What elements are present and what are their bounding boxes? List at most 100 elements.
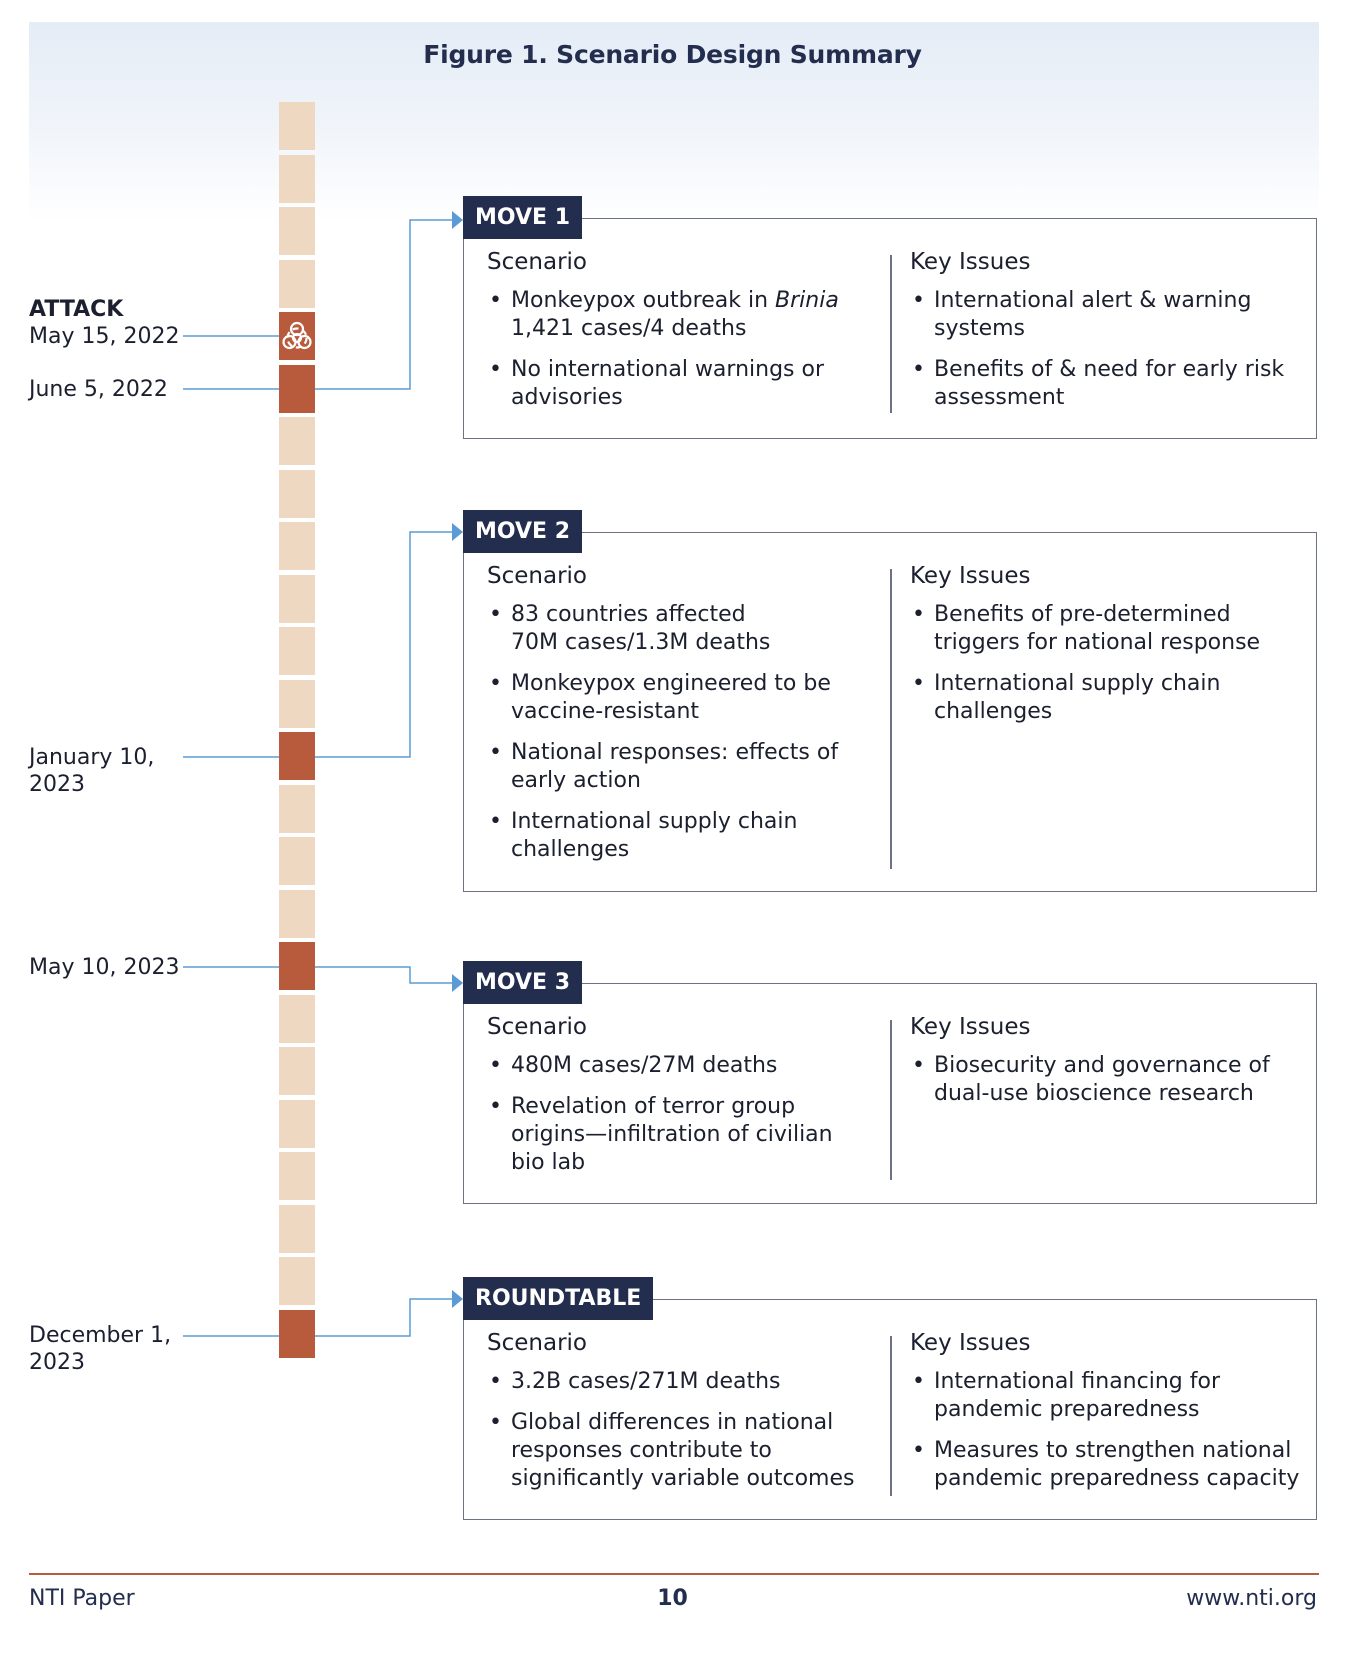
- figure-title: Figure 1. Scenario Design Summary: [423, 40, 922, 69]
- move2-arrowhead: [452, 523, 463, 541]
- scenario-item-text: 3.2B cases/271M deaths: [511, 1369, 781, 1394]
- column-divider: [890, 255, 892, 413]
- move3-connector: [183, 966, 452, 984]
- key-issue-item: Benefits of pre-determined triggers for n…: [910, 601, 1305, 657]
- key-issues-heading: Key Issues: [910, 1014, 1031, 1040]
- move-card: Scenario Monkeypox outbreak in Brinia 1,42…: [463, 218, 1317, 439]
- roundtable-connector: [183, 1298, 452, 1337]
- key-issues-heading: Key Issues: [910, 1330, 1031, 1356]
- timeline-segment: [279, 994, 315, 1043]
- key-issue-text: assessment: [934, 385, 1065, 410]
- scenario-heading: Scenario: [487, 249, 587, 275]
- key-issues-heading: Key Issues: [910, 249, 1031, 275]
- key-issues-column: Key Issues Biosecurity and governance of d…: [910, 1014, 1305, 1121]
- scenario-item-emphasis: Brinia: [775, 288, 839, 313]
- scenario-item: No international warnings or advisories: [487, 356, 872, 412]
- key-issues-column: Key Issues International alert & warning s…: [910, 249, 1305, 425]
- timeline-segment: [279, 784, 315, 833]
- scenario-list: 83 countries affected 70M cases/1.3M deat…: [487, 601, 872, 864]
- scenario-heading: Scenario: [487, 563, 587, 589]
- scenario-column: Scenario 480M cases/27M deaths Revelation …: [487, 1014, 872, 1190]
- scenario-item-text: bio lab: [511, 1150, 586, 1175]
- move-card: Scenario 3.2B cases/271M deaths Global dif…: [463, 1299, 1317, 1520]
- scenario-item-text: challenges: [511, 837, 630, 862]
- key-issues-list: Biosecurity and governance of dual-use bi…: [910, 1052, 1305, 1108]
- timeline-segment: [279, 1309, 315, 1358]
- january-date-line1: January 10,: [29, 745, 155, 770]
- timeline-segment: [279, 837, 315, 885]
- key-issue-text: triggers for national response: [934, 630, 1261, 655]
- scenario-item-text: International supply chain: [511, 809, 798, 834]
- move-tag: MOVE 2: [463, 510, 583, 553]
- column-divider: [890, 569, 892, 869]
- key-issues-column: Key Issues International financing for pan…: [910, 1330, 1305, 1506]
- scenario-item-text: 1,421 cases/4 deaths: [511, 316, 747, 341]
- scenario-column: Scenario 83 countries affected 70M cases/1…: [487, 563, 872, 877]
- timeline-segment: [279, 102, 315, 150]
- scenario-item-text: 70M cases/1.3M deaths: [511, 630, 771, 655]
- timeline-segment: [279, 522, 315, 570]
- key-issues-column: Key Issues Benefits of pre-determined trig…: [910, 563, 1305, 739]
- scenario-item-text: 480M cases/27M deaths: [511, 1053, 778, 1078]
- scenario-item-text: Global differences in national: [511, 1410, 834, 1435]
- key-issue-text: pandemic preparedness: [934, 1397, 1200, 1422]
- december-date-line1: December 1,: [29, 1323, 172, 1348]
- scenario-item-text: National responses: effects of: [511, 740, 839, 765]
- key-issue-text: systems: [934, 316, 1025, 341]
- december-date-line2: 2023: [29, 1350, 85, 1375]
- column-divider: [890, 1020, 892, 1180]
- scenario-item-text: significantly variable outcomes: [511, 1466, 855, 1491]
- move-tag: ROUNDTABLE: [463, 1277, 654, 1320]
- timeline-segment: [279, 1257, 315, 1305]
- scenario-item-text: origins—infiltration of civilian: [511, 1122, 833, 1147]
- timeline-segment: [279, 417, 315, 465]
- timeline-segment: [279, 312, 315, 360]
- move1-connector: [183, 219, 452, 390]
- june-date-label: June 5, 2022: [29, 377, 168, 402]
- move-card: Scenario 83 countries affected 70M cases/1…: [463, 532, 1317, 892]
- scenario-item-text: Revelation of terror group: [511, 1094, 796, 1119]
- key-issue-text: dual-use bioscience research: [934, 1081, 1254, 1106]
- footer-website: www.nti.org: [1186, 1586, 1317, 1611]
- scenario-item-text: Monkeypox engineered to be: [511, 671, 831, 696]
- timeline-segment: [279, 259, 315, 308]
- timeline-segment: [279, 1152, 315, 1200]
- key-issue-item: Measures to strengthen national pandemic …: [910, 1437, 1305, 1493]
- move1-arrowhead: [452, 211, 463, 229]
- key-issues-list: International alert & warning systems Bene…: [910, 287, 1305, 412]
- may-2023-date-label: May 10, 2023: [29, 955, 180, 980]
- attack-date: May 15, 2022: [29, 324, 180, 349]
- scenario-heading: Scenario: [487, 1330, 587, 1356]
- key-issue-item: Benefits of & need for early risk assessm…: [910, 356, 1305, 412]
- timeline-segment: [279, 942, 315, 990]
- key-issue-text: International supply chain: [934, 671, 1221, 696]
- key-issue-item: Biosecurity and governance of dual-use bi…: [910, 1052, 1305, 1108]
- timeline-segment: [279, 574, 315, 623]
- key-issue-text: Benefits of & need for early risk: [934, 357, 1285, 382]
- key-issue-text: International financing for: [934, 1369, 1220, 1394]
- key-issues-list: International financing for pandemic prep…: [910, 1368, 1305, 1493]
- timeline-segment: [279, 627, 315, 675]
- key-issue-text: Measures to strengthen national: [934, 1438, 1292, 1463]
- key-issue-item: International supply chain challenges: [910, 670, 1305, 726]
- scenario-item-text: 83 countries affected: [511, 602, 746, 627]
- scenario-item-text: Monkeypox outbreak in: [511, 288, 776, 313]
- key-issue-text: challenges: [934, 699, 1053, 724]
- scenario-item-text: No international warnings or: [511, 357, 824, 382]
- column-divider: [890, 1336, 892, 1496]
- move-card: Scenario 480M cases/27M deaths Revelation …: [463, 983, 1317, 1204]
- timeline-segment: [279, 154, 315, 203]
- scenario-item: 83 countries affected 70M cases/1.3M deat…: [487, 601, 872, 657]
- timeline-segment: [279, 679, 315, 728]
- attack-label: ATTACK: [29, 297, 124, 322]
- move-tag: MOVE 1: [463, 196, 583, 239]
- move3-arrowhead: [452, 974, 463, 992]
- scenario-list: 3.2B cases/271M deaths Global differences…: [487, 1368, 872, 1493]
- scenario-heading: Scenario: [487, 1014, 587, 1040]
- attack-date-label: ATTACK May 15, 2022: [29, 296, 179, 350]
- scenario-item-text: early action: [511, 768, 641, 793]
- key-issue-text: pandemic preparedness capacity: [934, 1466, 1300, 1491]
- timeline-segment: [279, 1047, 315, 1095]
- scenario-item: Revelation of terror group origins—infilt…: [487, 1093, 872, 1177]
- key-issue-text: International alert & warning: [934, 288, 1252, 313]
